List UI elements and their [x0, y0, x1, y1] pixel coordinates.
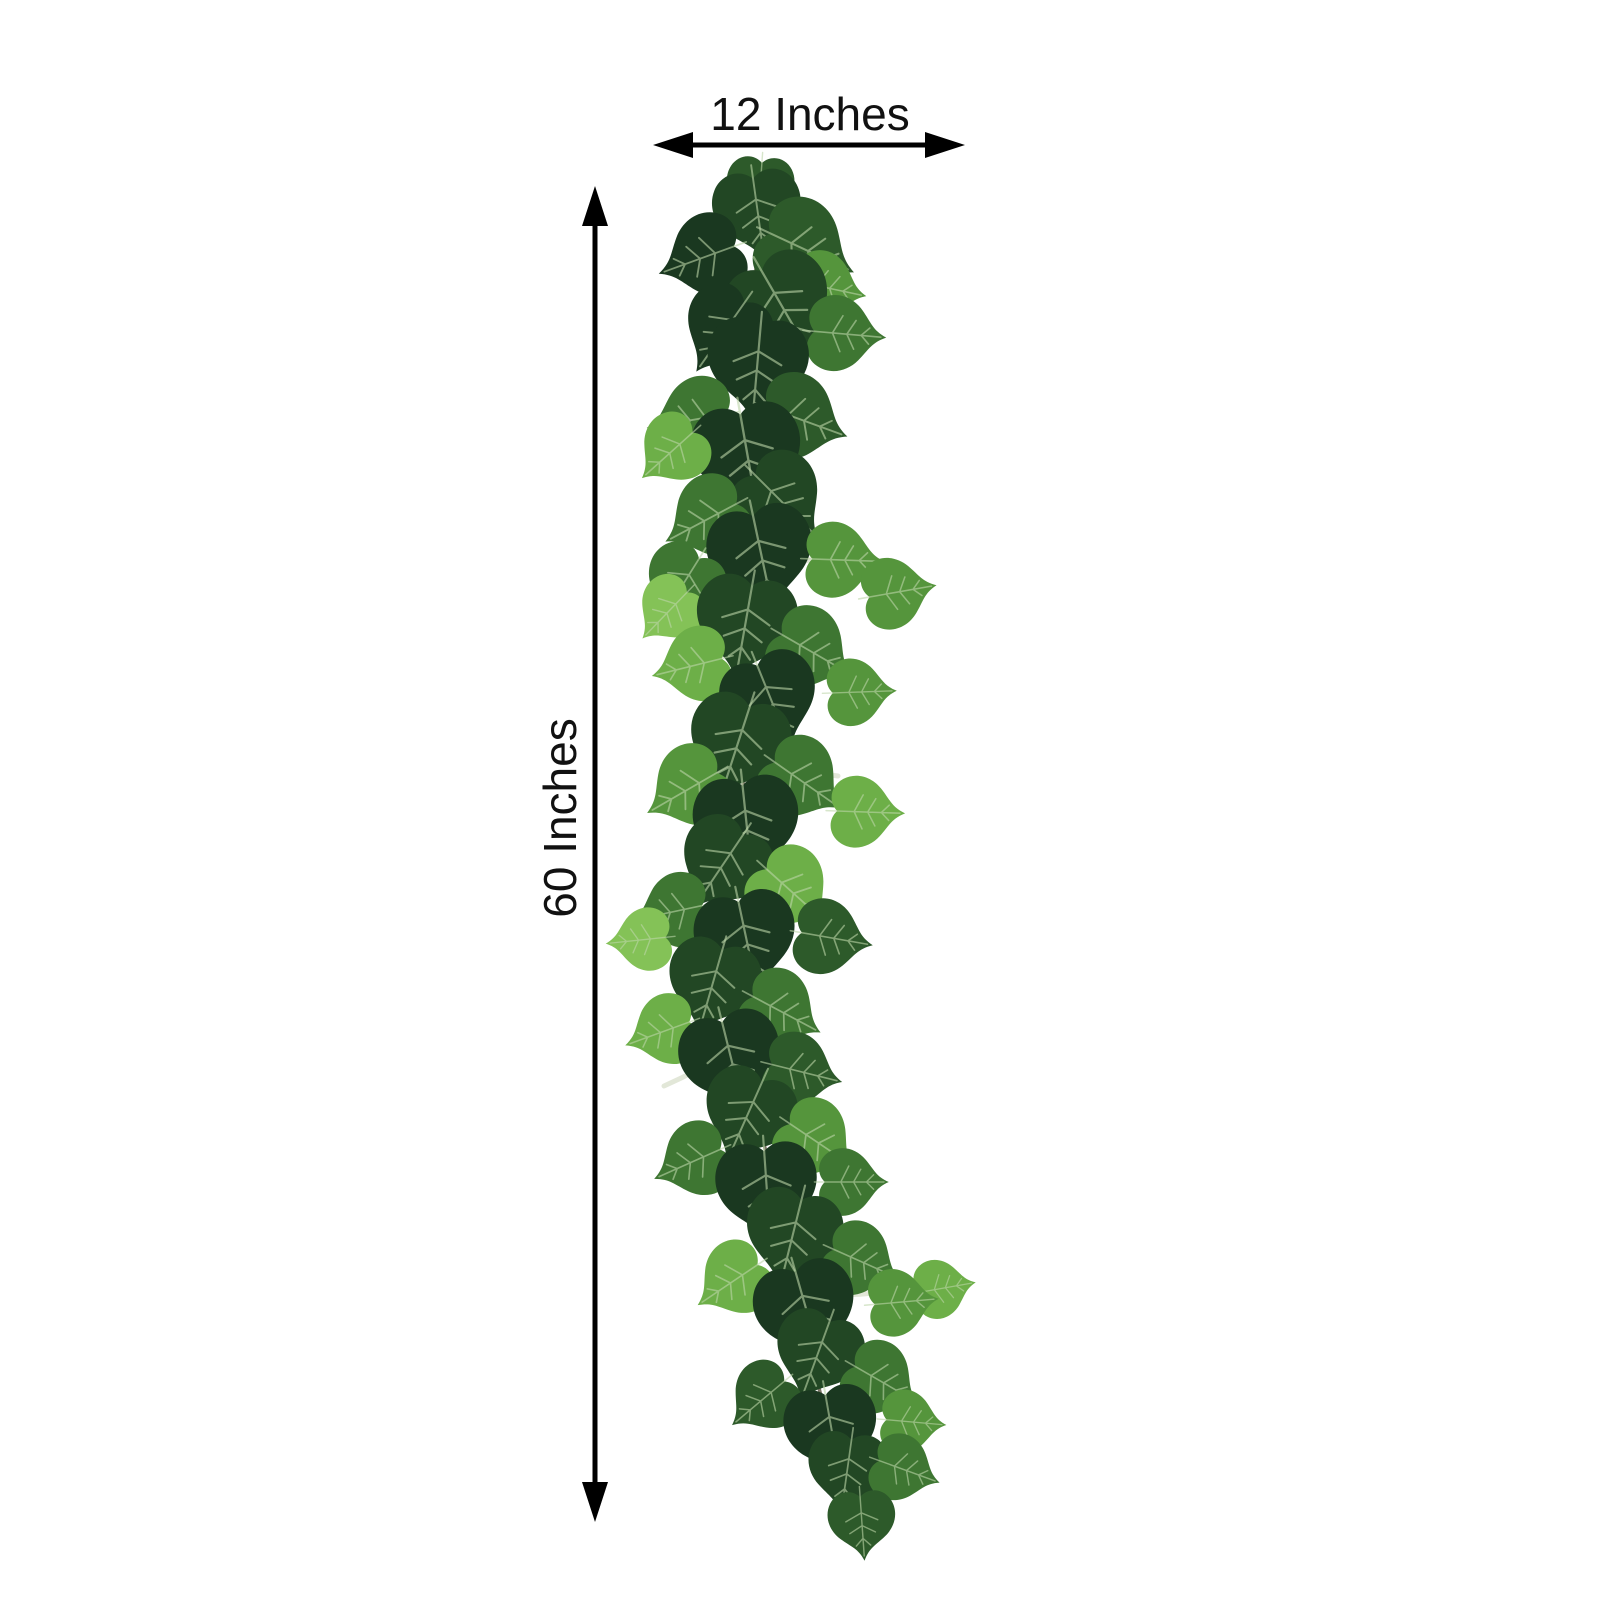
height-arrow-bottom-head — [582, 1482, 608, 1522]
leaf — [789, 898, 873, 974]
leaf — [857, 558, 937, 630]
leaf — [827, 1485, 896, 1561]
leaf — [658, 212, 748, 296]
leaf — [732, 1359, 803, 1429]
width-arrow-left-head — [653, 132, 693, 158]
leaf — [605, 907, 676, 971]
height-arrow-top-head — [582, 186, 608, 226]
leaf — [808, 1426, 889, 1516]
leaf — [799, 521, 885, 598]
width-dimension-label: 12 Inches — [710, 88, 909, 140]
leaf — [802, 295, 887, 372]
leaf — [825, 775, 906, 848]
width-arrow-right-head — [925, 132, 965, 158]
leaf — [868, 1433, 940, 1501]
leaf — [642, 573, 707, 639]
height-dimension: 60 Inches — [534, 186, 608, 1522]
garland-illustration — [605, 151, 976, 1561]
leaf — [654, 1120, 734, 1196]
leaf — [707, 310, 809, 423]
leaf — [863, 1269, 939, 1337]
leaf — [651, 625, 734, 702]
leaf — [821, 658, 897, 727]
leaf — [813, 1148, 889, 1216]
leaf — [641, 411, 712, 480]
height-dimension-label: 60 Inches — [534, 718, 586, 917]
width-dimension: 12 Inches — [653, 88, 965, 158]
